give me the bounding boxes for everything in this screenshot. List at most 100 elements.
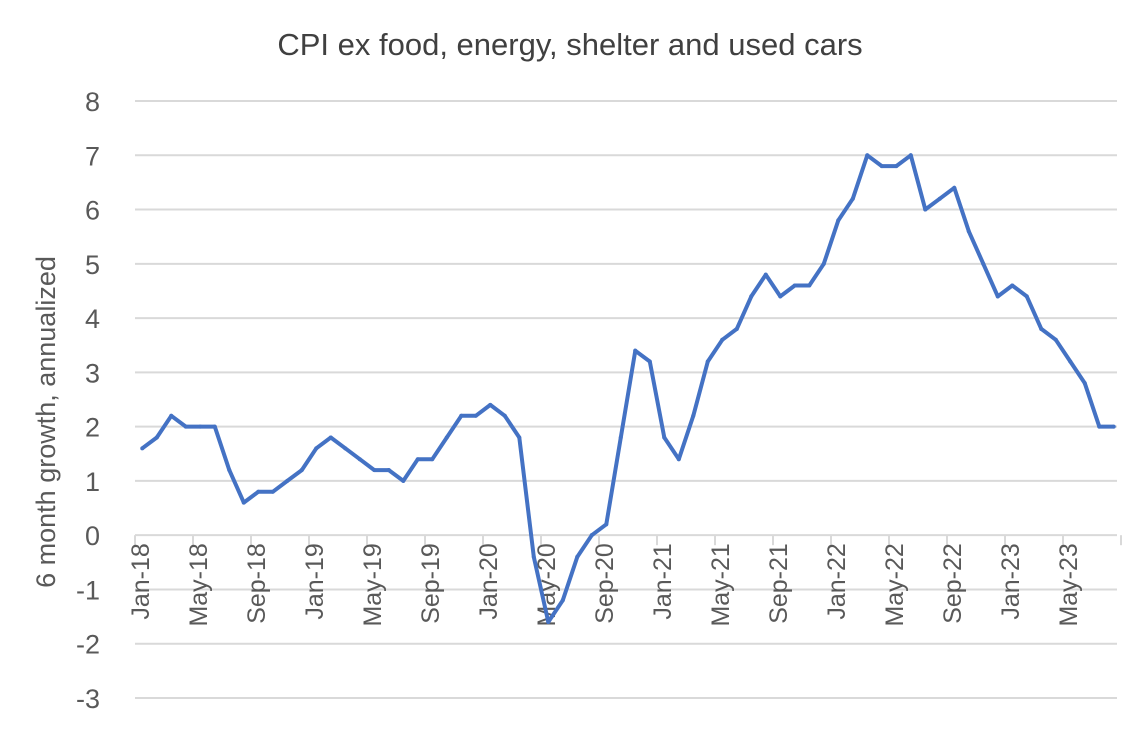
data-point	[778, 294, 783, 299]
data-point	[1097, 424, 1102, 429]
data-point	[1024, 294, 1029, 299]
series-line	[140, 153, 1116, 625]
data-point	[473, 413, 478, 418]
x-tick-label: Jan-22	[823, 543, 851, 619]
y-tick-label: 1	[85, 467, 100, 497]
y-tick-label: 2	[85, 413, 100, 443]
data-point	[357, 457, 362, 462]
data-point	[372, 468, 377, 473]
y-tick-label: 8	[85, 87, 100, 117]
x-tick-label: Jan-19	[301, 543, 329, 619]
data-point	[270, 489, 275, 494]
data-point	[328, 435, 333, 440]
data-point	[299, 468, 304, 473]
data-point	[792, 283, 797, 288]
data-point	[531, 554, 536, 559]
x-tick-label: Jan-18	[127, 543, 155, 619]
data-point	[966, 229, 971, 234]
chart-title: CPI ex food, energy, shelter and used ca…	[277, 27, 862, 62]
data-point	[662, 435, 667, 440]
data-point	[633, 348, 638, 353]
x-tick-label: Sep-19	[417, 543, 445, 624]
x-tick-label: May-19	[359, 543, 387, 626]
x-tick-label: Jan-21	[649, 543, 677, 619]
y-tick-label: -1	[76, 575, 100, 605]
data-point	[1082, 381, 1087, 386]
data-point	[517, 435, 522, 440]
data-point	[343, 446, 348, 451]
data-point	[444, 435, 449, 440]
data-point	[256, 489, 261, 494]
data-point	[140, 446, 145, 451]
data-point	[212, 424, 217, 429]
x-tick-label: May-18	[185, 543, 213, 626]
data-point	[459, 413, 464, 418]
y-tick-label: 6	[85, 196, 100, 226]
data-point	[749, 294, 754, 299]
y-tick-label: 7	[85, 141, 100, 171]
data-point	[865, 153, 870, 158]
y-tick-label: 0	[85, 521, 100, 551]
data-point	[734, 326, 739, 331]
data-point	[1010, 283, 1015, 288]
data-point	[285, 478, 290, 483]
data-point	[952, 185, 957, 190]
gridlines	[135, 100, 1117, 699]
data-point	[502, 413, 507, 418]
data-point	[560, 598, 565, 603]
data-point	[981, 261, 986, 266]
data-point	[589, 533, 594, 538]
data-point	[836, 218, 841, 223]
data-point	[488, 402, 493, 407]
data-point	[604, 522, 609, 527]
x-tick-label: Sep-21	[765, 543, 793, 624]
data-point	[995, 294, 1000, 299]
data-point	[430, 457, 435, 462]
x-tick-label: Jan-20	[475, 543, 503, 619]
data-point	[850, 196, 855, 201]
data-point	[691, 413, 696, 418]
data-point	[618, 435, 623, 440]
x-tick-label: May-22	[881, 543, 909, 626]
data-point	[575, 554, 580, 559]
y-tick-label: -3	[76, 684, 100, 714]
data-point	[415, 457, 420, 462]
data-point	[386, 468, 391, 473]
data-point	[546, 620, 551, 625]
y-axis-title: 6 month growth, annualized	[31, 256, 61, 588]
data-point	[241, 500, 246, 505]
data-point	[1111, 424, 1116, 429]
data-point	[183, 424, 188, 429]
data-point	[676, 457, 681, 462]
data-point	[720, 337, 725, 342]
x-tick-label: Sep-18	[243, 543, 271, 624]
x-tick-label: May-23	[1055, 543, 1083, 626]
data-point	[923, 207, 928, 212]
y-axis-ticks: 8 7 6 5 4 3 2 1 0 -1 -2 -3	[76, 87, 100, 714]
data-point	[169, 413, 174, 418]
data-point	[314, 446, 319, 451]
data-point	[705, 359, 710, 364]
data-line	[141, 153, 1114, 624]
y-tick-label: -2	[76, 630, 100, 660]
data-point	[937, 196, 942, 201]
x-tick-label: May-21	[707, 543, 735, 626]
data-point	[763, 272, 768, 277]
y-tick-label: 3	[85, 358, 100, 388]
x-tick-label: Sep-22	[939, 543, 967, 624]
data-point	[1068, 359, 1073, 364]
data-point	[401, 478, 406, 483]
data-point	[154, 435, 159, 440]
x-tick-label: Jan-23	[997, 543, 1025, 619]
data-point	[647, 359, 652, 364]
data-point	[821, 261, 826, 266]
data-point	[1039, 326, 1044, 331]
data-point	[1053, 337, 1058, 342]
y-tick-label: 4	[85, 304, 100, 334]
x-axis: Jan-18 May-18 Sep-18 Jan-19 May-19 Sep-19 Jan-…	[127, 534, 1122, 627]
data-point	[908, 153, 913, 158]
data-point	[879, 164, 884, 169]
y-tick-label: 5	[85, 250, 100, 280]
data-point	[807, 283, 812, 288]
